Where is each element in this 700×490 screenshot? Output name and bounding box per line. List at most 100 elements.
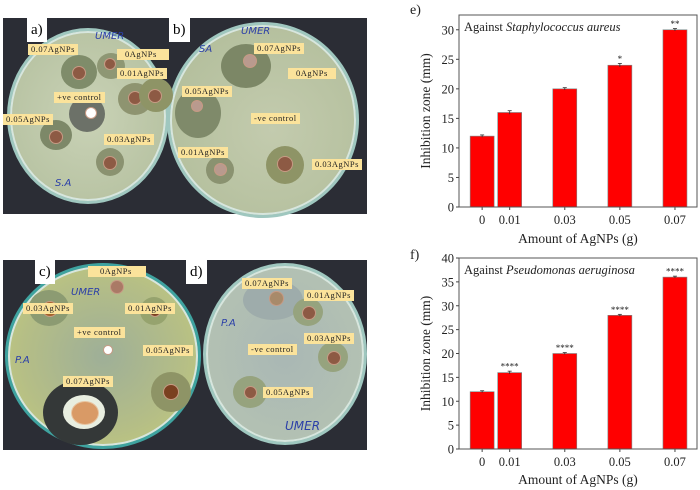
control-label: +ve control	[54, 92, 105, 103]
sample-disc	[49, 130, 63, 144]
sample-disc	[327, 351, 341, 365]
handwriting-label: UMER	[71, 287, 101, 298]
sample-label: 0AgNPs	[288, 68, 336, 79]
sample-label: 0.07AgNPs	[63, 376, 113, 387]
x-tick-label: 0.01	[499, 455, 521, 469]
sample-label: 0.07AgNPs	[254, 43, 304, 54]
handwriting-label: UMER	[241, 26, 271, 37]
x-tick-label: 0	[479, 213, 485, 227]
significance-label: ****	[666, 267, 685, 277]
sample-disc	[163, 384, 179, 400]
sample-label: 0AgNPs	[117, 49, 169, 60]
y-tick-label: 20	[442, 82, 455, 96]
sample-label: 0.07AgNPs	[242, 278, 292, 289]
handwriting-label: P.A	[15, 355, 30, 366]
y-axis-label: Inhibition zone (mm)	[418, 296, 433, 411]
chart-title: Against Staphylococcus aureus	[464, 20, 621, 34]
sample-disc	[214, 163, 227, 176]
bar	[469, 135, 495, 208]
y-tick-label: 5	[448, 419, 454, 433]
sample-disc	[71, 401, 99, 425]
handwriting-label: SA	[199, 44, 213, 55]
x-tick-label: 0.07	[664, 213, 686, 227]
y-tick-label: 35	[442, 275, 455, 289]
bar	[497, 372, 522, 450]
sample-disc	[244, 386, 257, 399]
panel-label-b: b)	[169, 18, 190, 42]
sample-label: 0.07AgNPs	[28, 44, 78, 55]
sample-disc	[104, 58, 116, 70]
bar	[607, 314, 633, 450]
sample-disc	[103, 156, 117, 170]
bar	[662, 29, 688, 208]
sample-disc	[277, 156, 293, 172]
sample-label: 0.05AgNPs	[143, 345, 193, 356]
x-tick-label: 0.03	[554, 213, 576, 227]
plot-frame	[458, 14, 698, 208]
sample-disc	[191, 100, 203, 112]
panel-label-a: a)	[27, 18, 47, 42]
significance-label: ****	[501, 362, 520, 372]
handwriting-label: P.A	[221, 318, 236, 329]
sample-label: 0.05AgNPs	[263, 387, 313, 398]
control-label: +ve control	[74, 327, 125, 338]
control-disc	[85, 107, 97, 119]
x-tick-label: 0.05	[609, 455, 631, 469]
sample-label: 0.01AgNPs	[117, 68, 167, 79]
handwriting-label: S.A	[55, 178, 72, 189]
significance-label: *	[618, 54, 623, 64]
x-axis-label: Amount of AgNPs (g)	[518, 472, 638, 487]
y-tick-label: 30	[442, 23, 455, 37]
bar	[607, 64, 633, 208]
sample-label: 0.03AgNPs	[104, 134, 154, 145]
x-axis-label: Amount of AgNPs (g)	[518, 231, 638, 246]
panel-label-d: d)	[186, 260, 207, 284]
y-tick-label: 20	[442, 347, 455, 361]
sample-disc	[269, 291, 284, 306]
sample-disc	[72, 66, 86, 80]
control-disc	[103, 345, 113, 355]
bar	[662, 276, 688, 450]
panel-label-c: c)	[35, 260, 55, 284]
y-tick-label: 40	[442, 252, 455, 266]
y-tick-label: 5	[448, 171, 454, 185]
chart-panel-label: e)	[410, 3, 421, 18]
bar	[552, 88, 578, 208]
bar	[497, 112, 522, 208]
x-tick-label: 0.01	[499, 213, 521, 227]
x-tick-label: 0.05	[609, 213, 631, 227]
x-tick-label: 0	[479, 455, 485, 469]
plot-frame	[458, 257, 698, 450]
sample-disc	[110, 280, 124, 294]
x-tick-label: 0.07	[664, 455, 686, 469]
y-tick-label: 0	[448, 443, 454, 457]
handwriting-label: UMER	[285, 419, 321, 433]
sample-label: 0.01AgNPs	[178, 147, 228, 158]
y-tick-label: 25	[442, 323, 455, 337]
chart-panel-label: f)	[410, 248, 420, 263]
significance-label: **	[670, 19, 680, 29]
handwriting-label: UMER	[95, 31, 125, 42]
bar	[469, 391, 495, 450]
sample-disc	[243, 54, 257, 68]
x-tick-label: 0.03	[554, 455, 576, 469]
sample-disc	[302, 306, 316, 320]
y-tick-label: 25	[442, 53, 455, 67]
sample-label: 0.05AgNPs	[182, 86, 232, 97]
bar	[552, 353, 578, 450]
y-tick-label: 30	[442, 299, 455, 313]
y-tick-label: 0	[448, 201, 454, 215]
y-tick-label: 15	[442, 371, 455, 385]
sample-label: 0AgNPs	[88, 266, 146, 277]
y-tick-label: 10	[442, 141, 455, 155]
sample-label: 0.01AgNPs	[304, 290, 354, 301]
significance-label: ****	[556, 343, 575, 353]
control-label: -ve control	[251, 113, 300, 124]
y-axis-label: Inhibition zone (mm)	[418, 53, 433, 168]
chart-title: Against Pseudomonas aeruginosa	[464, 263, 635, 277]
sample-label: 0.03AgNPs	[304, 333, 354, 344]
significance-label: ****	[611, 305, 630, 315]
y-tick-label: 15	[442, 112, 455, 126]
sample-label: 0.01AgNPs	[125, 303, 175, 314]
